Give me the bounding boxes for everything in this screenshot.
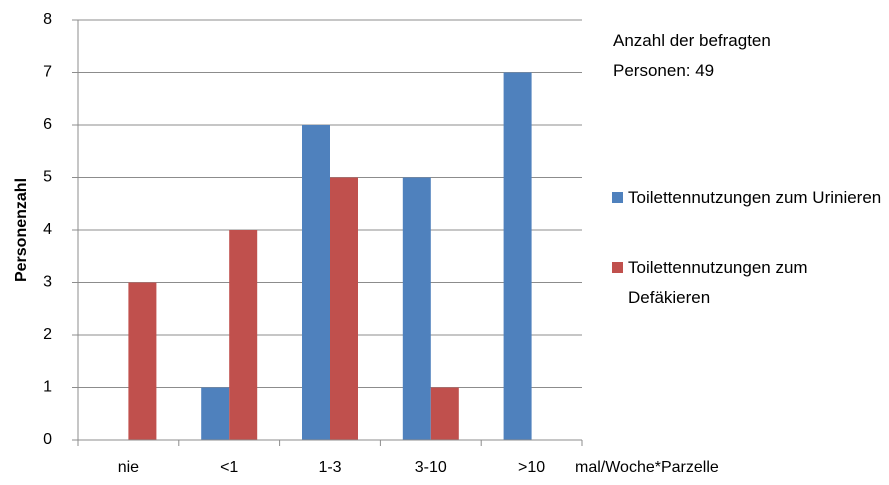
x-axis-label: mal/Woche*Parzelle xyxy=(575,459,719,476)
bar xyxy=(302,125,330,440)
y-tick-label: 7 xyxy=(43,64,52,81)
y-tick-label: 8 xyxy=(43,11,52,28)
x-tick-label: nie xyxy=(118,459,139,476)
bar xyxy=(402,177,431,440)
x-tick-label: <1 xyxy=(220,459,238,476)
x-tick-label: 3-10 xyxy=(415,459,447,476)
bar xyxy=(430,387,459,440)
legend-swatch xyxy=(612,262,623,273)
y-tick-label: 4 xyxy=(43,221,52,238)
bar xyxy=(503,72,532,440)
bar xyxy=(229,230,258,440)
bar xyxy=(128,282,157,440)
legend-label: Toilettennutzungen zum Urinieren xyxy=(628,188,882,207)
y-tick-label: 0 xyxy=(43,431,52,448)
bar xyxy=(330,177,358,440)
legend-swatch xyxy=(612,192,623,203)
legend-label: Toilettennutzungen zum Defäkieren xyxy=(628,258,808,307)
y-tick-label: 2 xyxy=(43,326,52,343)
y-tick-label: 3 xyxy=(43,274,52,291)
x-tick-label: >10 xyxy=(518,459,545,476)
annotation: Anzahl der befragten Personen: 49 xyxy=(613,31,771,80)
y-axis-label: Personenzahl xyxy=(13,178,30,282)
y-tick-label: 1 xyxy=(43,379,52,396)
bar xyxy=(201,387,230,440)
y-tick-label: 6 xyxy=(43,116,52,133)
y-tick-label: 5 xyxy=(43,169,52,186)
x-tick-label: 1-3 xyxy=(318,459,341,476)
